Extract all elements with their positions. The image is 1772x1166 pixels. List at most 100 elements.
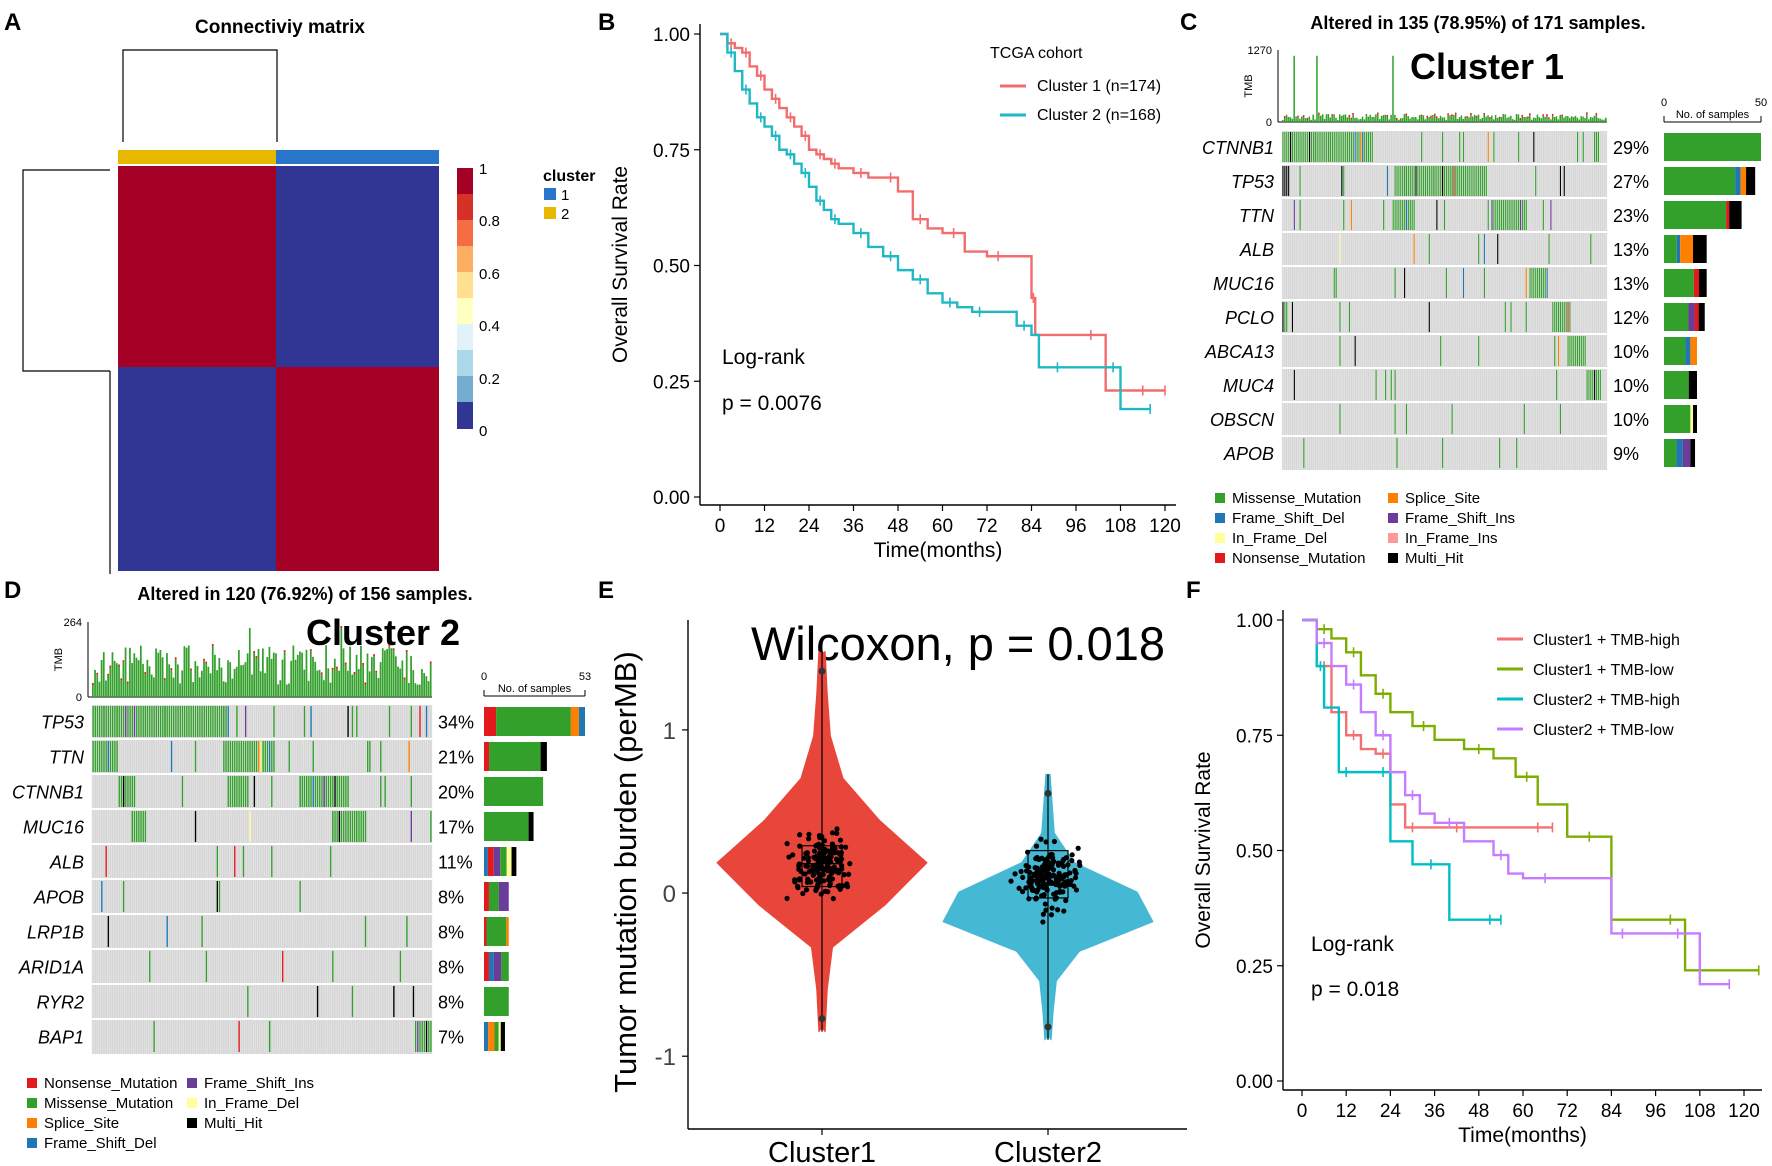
oncoplot-d-tmb-bar xyxy=(113,660,116,697)
violin-point xyxy=(1024,868,1030,874)
oncoplot-c-sample-bar xyxy=(1735,167,1741,195)
violin-point xyxy=(813,886,820,892)
oncoplot-c-cell xyxy=(1386,166,1389,196)
km-f-legend-label-3: Cluster2 + TMB-high xyxy=(1533,692,1680,709)
oncoplot-c-cell xyxy=(1396,438,1398,468)
svg-text:0.8: 0.8 xyxy=(479,213,500,230)
violin-point xyxy=(800,890,806,897)
oncoplot-d-gene-label: MUC16 xyxy=(23,818,85,838)
oncoplot-d-cell xyxy=(240,776,242,807)
oncoplot-c-tmb-bar xyxy=(1289,117,1292,122)
oncoplot-c-tmb-bar-top xyxy=(1454,112,1457,115)
oncoplot-d-cell xyxy=(220,706,223,737)
oncoplot-c-cell xyxy=(1288,132,1290,162)
oncoplot-d-tmb-bar xyxy=(327,668,330,697)
oncoplot-d-cell xyxy=(314,776,317,807)
violin-point xyxy=(1038,836,1044,842)
oncoplot-c-cell xyxy=(1356,132,1358,162)
oncoplot-d-tmb-bar xyxy=(375,672,378,697)
oncoplot-d-gene-label: APOB xyxy=(33,888,84,908)
oncoplot-c-tmb-bar xyxy=(1287,116,1290,122)
oncoplot-c-cell xyxy=(1394,370,1396,400)
oncoplot-c-tmb-bar xyxy=(1555,116,1558,122)
oncoplot-c-cell xyxy=(1354,336,1356,366)
oncoplot-d-tmb-bar xyxy=(187,645,190,697)
oncoplot-d-tmb-bar xyxy=(209,673,212,697)
oncoplot-c-cell xyxy=(1502,200,1504,230)
oncoplot-c-percent: 27% xyxy=(1613,172,1649,192)
oncoplot-c-cell xyxy=(1512,200,1514,230)
violin-point xyxy=(1062,879,1068,885)
oncoplot-d-cell xyxy=(203,706,205,737)
oncoplot-c-cell xyxy=(1470,166,1472,196)
oncoplot-d-sample-bar xyxy=(484,987,509,1016)
oncoplot-c-tmb-bar xyxy=(1536,114,1539,122)
oncoplot-d-tmb-bar xyxy=(122,662,125,697)
violin-point xyxy=(820,871,826,878)
oncoplot-c-sample-bar xyxy=(1682,439,1691,467)
km-b-x-tick-label: 72 xyxy=(976,516,997,537)
oncoplot-d-cell xyxy=(288,741,290,772)
oncoplot-c-cell xyxy=(1290,132,1292,162)
oncoplot-c-tmb-bar xyxy=(1530,119,1533,122)
oncoplot-c-title: Altered in 135 (78.95%) of 171 samples. xyxy=(1310,13,1645,33)
oncoplot-c-gene-label: CTNNB1 xyxy=(1202,138,1274,158)
oncoplot-c-tmb-bar xyxy=(1504,114,1506,122)
oncoplot-d-cell xyxy=(116,741,118,772)
oncoplot-d-tmb-bar-top xyxy=(344,662,347,665)
oncoplot-c-cell xyxy=(1595,132,1598,162)
oncoplot-d-cell xyxy=(321,776,323,807)
oncoplot-c-cell xyxy=(1561,302,1563,332)
oncoplot-d-tmb-bar-top xyxy=(336,666,338,669)
oncoplot-c-tmb-bar xyxy=(1473,114,1476,122)
oncoplot-c-percent: 9% xyxy=(1613,444,1639,464)
km-b-y-tick-label: 1.00 xyxy=(653,25,690,46)
oncoplot-d-cell xyxy=(149,706,151,737)
oncoplot-c-cell xyxy=(1462,166,1465,196)
oncoplot-c-cell xyxy=(1459,132,1461,162)
oncoplot-c-cell xyxy=(1594,132,1596,162)
violin-y-tick-label: 0 xyxy=(663,881,676,908)
oncoplot-c-tmb-bar-top xyxy=(1529,113,1531,116)
oncoplot-d-tmb-bar xyxy=(370,657,373,697)
oncoplot-c-tmb-bar xyxy=(1548,119,1550,122)
oncoplot-d-tmb-bar xyxy=(126,683,129,697)
oncoplot-c-sample-bar xyxy=(1664,201,1727,229)
panel-label-f: F xyxy=(1186,577,1201,604)
oncoplot-c-cell xyxy=(1362,132,1364,162)
oncoplot-d-tmb-bar-top xyxy=(309,649,312,652)
oncoplot-d-tmb-bar xyxy=(283,652,286,697)
oncoplot-c-cell xyxy=(1461,166,1463,196)
oncoplot-d-tmb-bar-top xyxy=(126,681,129,684)
violin-point xyxy=(847,861,853,867)
oncoplot-c-cell xyxy=(1529,268,1531,298)
violin-point xyxy=(842,844,849,850)
oncoplot-c-cell xyxy=(1413,234,1415,264)
oncoplot-c-cell xyxy=(1405,166,1408,196)
oncoplot-c-cell xyxy=(1299,132,1301,162)
oncoplot-c-tmb-bar xyxy=(1428,116,1430,122)
oncoplot-d-tmb-bar xyxy=(214,654,216,697)
oncoplot-c-legend-swatch xyxy=(1215,553,1225,563)
oncoplot-d-tmb-bar xyxy=(316,670,319,697)
oncoplot-c-percent: 12% xyxy=(1613,308,1649,328)
oncoplot-d-tmb-bar xyxy=(377,678,380,697)
violin-point xyxy=(815,841,822,847)
violin-point xyxy=(834,830,840,836)
oncoplot-d-sample-bar xyxy=(493,952,502,981)
oncoplot-c-tmb-bar xyxy=(1582,116,1584,122)
oncoplot-d-cell xyxy=(105,706,107,737)
oncoplot-d-cell xyxy=(142,706,144,737)
oncoplot-d-tmb-bar xyxy=(305,649,308,697)
oncoplot-c-cell xyxy=(1341,166,1343,196)
oncoplot-d-cell xyxy=(205,951,208,982)
oncoplot-d-gene-label: BAP1 xyxy=(38,1028,84,1048)
oncoplot-c-cell xyxy=(1396,200,1398,230)
oncoplot-d-tmb-label: TMB xyxy=(53,648,65,671)
oncoplot-d-cell xyxy=(190,706,192,737)
oncoplot-c-tmb-bar xyxy=(1496,117,1499,122)
oncoplot-c-tmb-bar xyxy=(1320,115,1322,122)
oncoplot-c-cell xyxy=(1569,302,1571,332)
oncoplot-c-tmb-bar xyxy=(1405,115,1408,122)
oncoplot-c-tmb-bar-top xyxy=(1546,114,1548,117)
